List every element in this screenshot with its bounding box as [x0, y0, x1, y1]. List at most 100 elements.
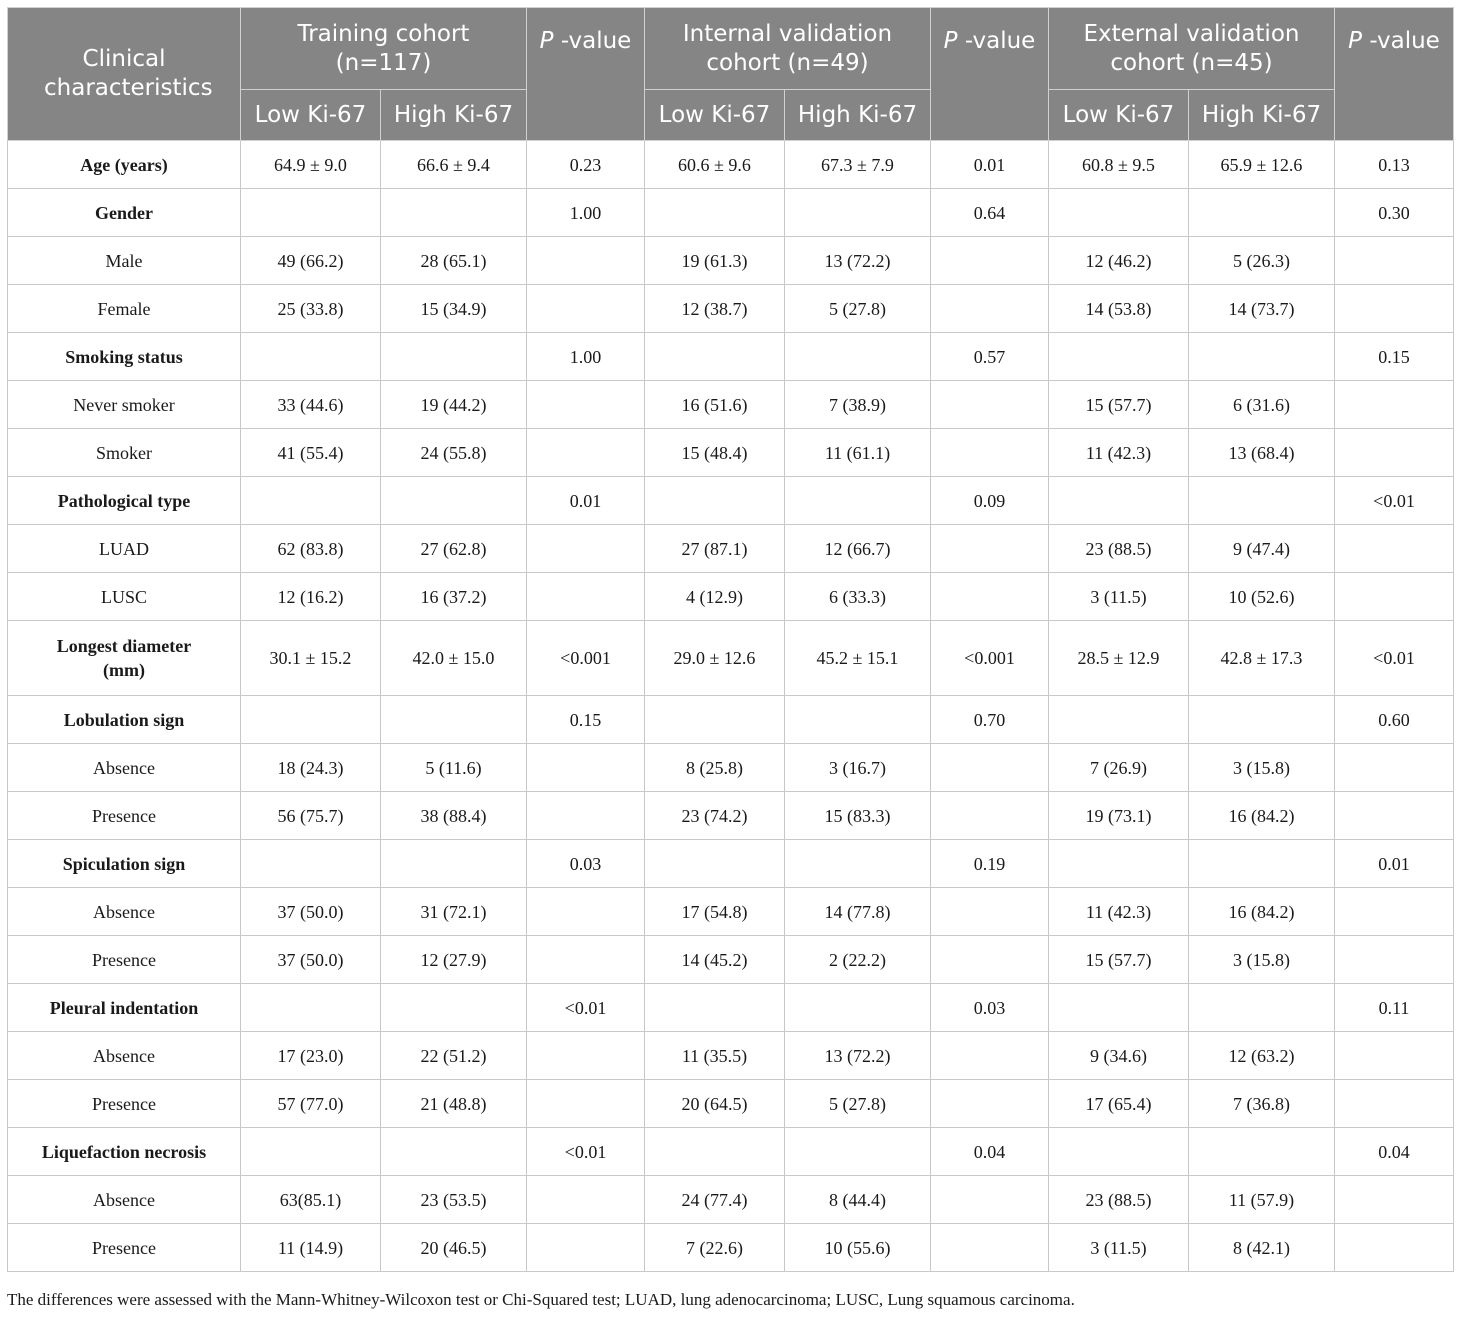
table-cell: 10 (55.6)	[784, 1223, 931, 1272]
table-row: Presence 57 (77.0) 21 (48.8) 20 (64.5) 5 (27…	[7, 1079, 1454, 1128]
table-cell: 28.5 ± 12.9	[1048, 620, 1189, 696]
table-cell: 14 (73.7)	[1188, 284, 1335, 333]
table-cell: 0.01	[1334, 839, 1454, 888]
header-low-ki67-training: Low Ki-67	[240, 89, 381, 141]
table-cell: 0.19	[930, 839, 1049, 888]
table-cell: 56 (75.7)	[240, 791, 381, 840]
table-cell	[240, 188, 381, 237]
table-cell	[784, 839, 931, 888]
table-cell: <0.01	[1334, 620, 1454, 696]
table-row: LUSC 12 (16.2) 16 (37.2) 4 (12.9) 6 (33.3) 3 …	[7, 572, 1454, 621]
table-cell: 0.01	[526, 476, 645, 525]
table-row: LUAD 62 (83.8) 27 (62.8) 27 (87.1) 12 (66.7)…	[7, 524, 1454, 573]
table-cell: 49 (66.2)	[240, 236, 381, 285]
table-cell	[380, 1127, 527, 1176]
table-cell	[1334, 743, 1454, 792]
table-cell: 15 (34.9)	[380, 284, 527, 333]
table-cell: <0.001	[930, 620, 1049, 696]
table-cell	[526, 935, 645, 984]
header-high-ki67-internal: High Ki-67	[784, 89, 931, 141]
header-high-ki67-training: High Ki-67	[380, 89, 527, 141]
table-cell	[380, 188, 527, 237]
table-cell	[1334, 380, 1454, 429]
category-label: Lobulation sign	[7, 695, 241, 744]
table-row: Pathological type 0.01 0.09 <0.01	[7, 476, 1454, 525]
table-cell	[380, 839, 527, 888]
table-row: Longest diameter (mm) 30.1 ± 15.2 42.0 ± 1…	[7, 620, 1454, 696]
table-cell: 12 (46.2)	[1048, 236, 1189, 285]
table-row: Absence 17 (23.0) 22 (51.2) 11 (35.5) 13 (72…	[7, 1031, 1454, 1080]
category-label: Longest diameter (mm)	[7, 620, 241, 696]
table-container: Clinical characteristics Training cohort…	[7, 7, 1454, 1272]
table-cell	[1048, 695, 1189, 744]
table-cell: 7 (38.9)	[784, 380, 931, 429]
table-cell: 7 (36.8)	[1188, 1079, 1335, 1128]
table-cell: <0.01	[526, 1127, 645, 1176]
table-cell: <0.01	[1334, 476, 1454, 525]
table-cell	[930, 1031, 1049, 1080]
header-internal-cohort: Internal validation cohort (n=49)	[644, 7, 931, 90]
table-cell: 5 (27.8)	[784, 1079, 931, 1128]
header-pvalue-internal: P -value	[930, 7, 1049, 141]
table-cell	[644, 695, 785, 744]
category-label: Pleural indentation	[7, 983, 241, 1032]
table-cell: 5 (11.6)	[380, 743, 527, 792]
table-cell	[1334, 1031, 1454, 1080]
table-cell	[1334, 887, 1454, 936]
table-cell: 8 (25.8)	[644, 743, 785, 792]
table-cell	[644, 476, 785, 525]
table-cell: 65.9 ± 12.6	[1188, 140, 1335, 189]
table-cell	[1334, 791, 1454, 840]
table-cell: 20 (64.5)	[644, 1079, 785, 1128]
table-cell	[1188, 839, 1335, 888]
table-cell: 11 (14.9)	[240, 1223, 381, 1272]
table-cell: 8 (42.1)	[1188, 1223, 1335, 1272]
table-cell: 11 (61.1)	[784, 428, 931, 477]
table-row: Smoking status 1.00 0.57 0.15	[7, 332, 1454, 381]
table-cell: 6 (33.3)	[784, 572, 931, 621]
table-row: Never smoker 33 (44.6) 19 (44.2) 16 (51.6) 7…	[7, 380, 1454, 429]
table-cell: 64.9 ± 9.0	[240, 140, 381, 189]
table-cell	[1334, 284, 1454, 333]
table-cell	[526, 284, 645, 333]
subcategory-label: Male	[7, 236, 241, 285]
table-cell: 3 (16.7)	[784, 743, 931, 792]
table-cell: 60.8 ± 9.5	[1048, 140, 1189, 189]
table-cell: 15 (83.3)	[784, 791, 931, 840]
table-row: Spiculation sign 0.03 0.19 0.01	[7, 839, 1454, 888]
table-cell	[784, 476, 931, 525]
table-cell	[526, 524, 645, 573]
table-cell: 19 (44.2)	[380, 380, 527, 429]
table-cell: 42.0 ± 15.0	[380, 620, 527, 696]
table-cell: 6 (31.6)	[1188, 380, 1335, 429]
table-cell: 12 (16.2)	[240, 572, 381, 621]
table-cell: 0.03	[526, 839, 645, 888]
table-cell	[526, 743, 645, 792]
table-cell	[1334, 572, 1454, 621]
table-cell: 3 (11.5)	[1048, 1223, 1189, 1272]
table-cell	[526, 791, 645, 840]
table-cell	[930, 1223, 1049, 1272]
header-high-ki67-external: High Ki-67	[1188, 89, 1335, 141]
table-cell: 10 (52.6)	[1188, 572, 1335, 621]
table-cell: 28 (65.1)	[380, 236, 527, 285]
table-cell: 3 (15.8)	[1188, 935, 1335, 984]
category-label: Smoking status	[7, 332, 241, 381]
table-row: Smoker 41 (55.4) 24 (55.8) 15 (48.4) 11 (61.…	[7, 428, 1454, 477]
subcategory-label: Presence	[7, 935, 241, 984]
table-cell: 12 (38.7)	[644, 284, 785, 333]
table-cell: 42.8 ± 17.3	[1188, 620, 1335, 696]
table-cell: 31 (72.1)	[380, 887, 527, 936]
table-cell	[1188, 476, 1335, 525]
table-cell	[1334, 935, 1454, 984]
table-cell	[526, 236, 645, 285]
table-cell: 62 (83.8)	[240, 524, 381, 573]
table-row: Absence 63(85.1) 23 (53.5) 24 (77.4) 8 (44.4…	[7, 1175, 1454, 1224]
table-cell: 41 (55.4)	[240, 428, 381, 477]
table-cell: 0.60	[1334, 695, 1454, 744]
table-cell	[240, 695, 381, 744]
table-cell	[1334, 236, 1454, 285]
table-cell: 12 (66.7)	[784, 524, 931, 573]
table-cell: 14 (77.8)	[784, 887, 931, 936]
table-cell: 11 (35.5)	[644, 1031, 785, 1080]
